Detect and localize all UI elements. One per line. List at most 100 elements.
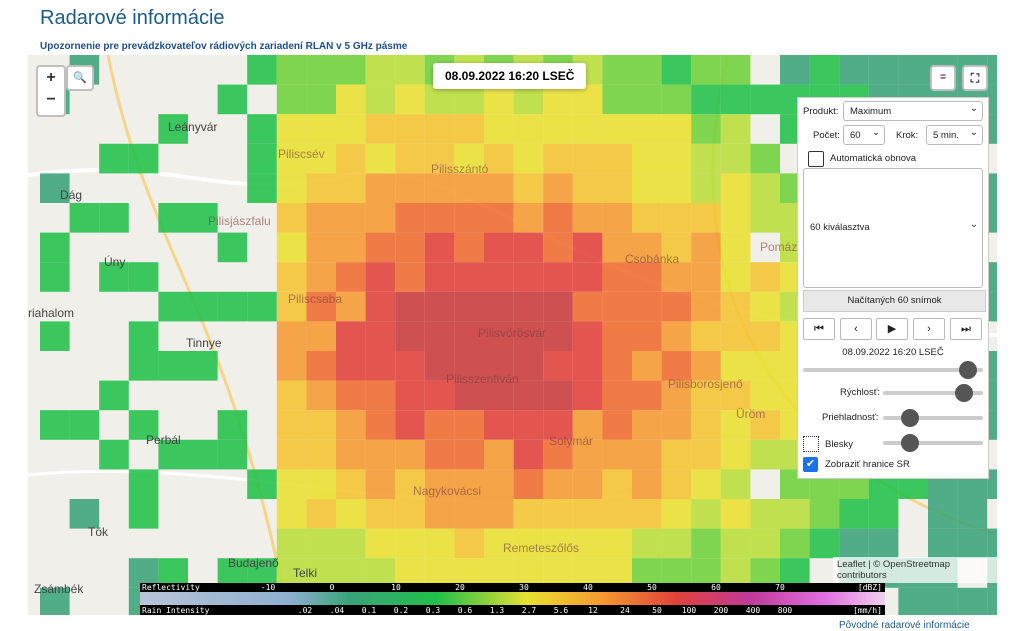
radar-cell [454,528,484,559]
radar-cell [632,499,662,529]
radar-cell [247,143,277,174]
radar-cell [158,114,188,144]
radar-cell [602,380,632,411]
radar-cell [276,143,307,174]
radar-cell [336,351,366,381]
checkbox-checked[interactable]: ✔ [803,457,818,472]
radar-cell [336,380,366,411]
loaded-button[interactable]: Načítaných 60 snímok [803,290,986,312]
radar-cell [691,410,721,440]
radar-cell [987,114,997,144]
fullscreen-button[interactable]: ⛶ [962,65,988,91]
legend-tick: 12 [588,606,598,615]
radar-cell [454,173,484,203]
place-label: Budajenő [228,556,279,570]
next-button[interactable]: › [913,318,945,340]
legend-tick: 0.6 [458,606,473,615]
radar-cell [395,558,425,588]
radar-cell [691,203,721,233]
radar-cell [306,380,336,411]
radar-cell [632,114,662,144]
selection-list[interactable]: 60 kiválasztva [803,166,983,288]
radar-cell [276,410,307,440]
radar-cell [484,558,514,588]
radar-cell [720,84,751,115]
label: Počet: [813,130,840,141]
radar-cell [572,499,603,529]
radar-cell [691,173,721,203]
legend-tick: 100 [682,606,697,615]
radar-cell [691,291,721,322]
legend-tick: 50 [647,583,657,592]
radar-cell [128,558,159,588]
notice-link[interactable]: Upozornenie pre prevádzkovateľov rádiový… [40,41,408,52]
legend-tick: 24 [620,606,630,615]
radar-cell [661,380,692,411]
radar-cell [336,410,366,440]
place-label: Telki [293,566,317,580]
radar-cell [513,173,544,203]
radar-cell [720,558,751,588]
radar-cell [691,380,721,411]
radar-cell [336,528,366,559]
radar-cell [454,439,484,470]
radar-cell [750,143,780,174]
legend-tick: 5.6 [554,606,569,615]
radar-cell [395,232,425,263]
opacity-slider[interactable] [883,409,983,427]
radar-cell [424,232,455,263]
first-button[interactable]: ⏮ [803,318,835,340]
radar-cell [454,380,484,411]
product-select[interactable]: Maximum [843,99,983,121]
last-button[interactable]: ⏭ [950,318,982,340]
radar-cell [602,321,632,351]
source-link[interactable]: Pôvodné radarové informácie [839,620,970,631]
time-slider[interactable] [803,361,983,379]
lightning-slider[interactable] [883,434,983,452]
radar-cell [661,351,692,381]
radar-cell [572,321,603,351]
radar-cell [513,203,544,233]
radar-cell [306,439,336,470]
radar-cell [661,143,692,174]
menu-button[interactable]: = [930,65,956,91]
zoom-controls[interactable]: + − [36,65,66,117]
radar-cell [336,232,366,263]
legend-tick: 0.1 [362,606,377,615]
radar-cell [365,55,396,85]
radar-map[interactable]: Leányvár Dág Úny riahalom Tinnye Perbál Tök Zsá… [28,55,997,615]
radar-cell [365,114,396,144]
radar-cell [336,173,366,203]
radar-cell [484,262,514,292]
play-button[interactable]: ▶ [876,318,908,340]
label: Zobraziť hranice SR [825,459,910,470]
radar-cell [188,291,218,322]
search-button[interactable]: 🔍 [66,65,94,91]
radar-cell [691,321,721,351]
speed-slider[interactable] [883,384,983,402]
radar-cell [661,84,692,115]
radar-cell [543,558,573,588]
radar-cell [395,351,425,381]
timestamp: 08.09.2022 16:20 LSEČ [433,63,587,89]
count-select[interactable]: 60 [843,123,885,145]
radar-cell [839,528,869,559]
step-select[interactable]: 5 min. [926,123,983,145]
radar-cell [987,528,997,559]
legend-tick: 800 [778,606,793,615]
radar-cell [484,203,514,233]
radar-cell [809,499,840,529]
radar-cell [128,410,159,440]
checkbox[interactable] [808,151,824,167]
radar-cell [572,528,603,559]
radar-cell [454,469,484,499]
radar-cell [632,321,662,351]
radar-cell [632,410,662,440]
checkbox[interactable] [803,436,819,452]
legend-tick: 0 [330,583,335,592]
radar-cell [247,558,277,588]
prev-button[interactable]: ‹ [840,318,872,340]
radar-cell [750,439,780,470]
radar-cell [128,499,159,529]
radar-cell [454,558,484,588]
